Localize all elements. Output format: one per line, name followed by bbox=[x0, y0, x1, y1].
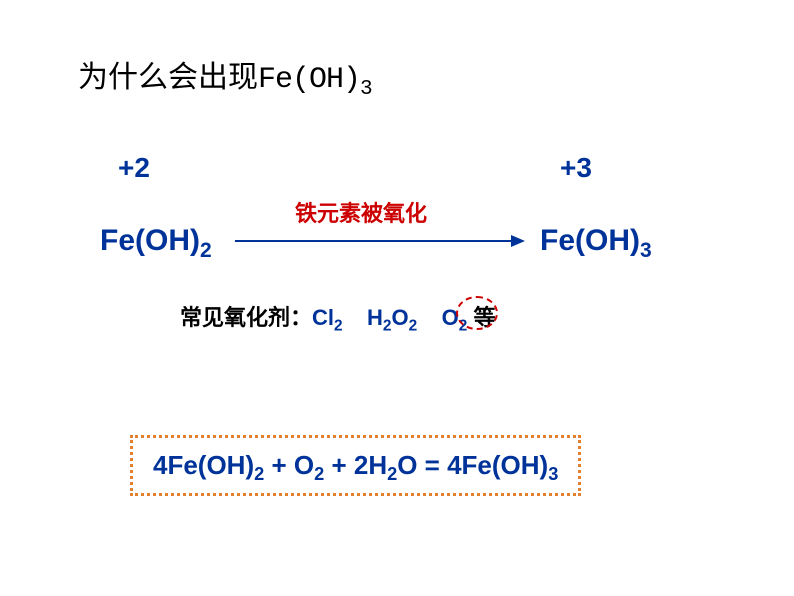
oxidizers-line: 常见氧化剂：Cl2 H2O2 O2 等 bbox=[180, 300, 495, 332]
slide-title: 为什么会出现Fe(OH)3 bbox=[78, 52, 372, 97]
reactant-formula: Fe(OH)2 bbox=[100, 224, 212, 258]
reaction-arrow-head bbox=[511, 235, 525, 247]
oxidation-state-left: +2 bbox=[118, 152, 150, 184]
oxidizer-1: H2O2 bbox=[367, 305, 417, 330]
arrow-label: 铁元素被氧化 bbox=[295, 196, 427, 228]
reaction-arrow-line bbox=[235, 240, 513, 242]
title-prefix: 为什么会出现 bbox=[78, 61, 258, 94]
highlight-circle bbox=[456, 296, 498, 330]
oxidizer-0: Cl2 bbox=[312, 305, 343, 330]
product-sub: 3 bbox=[640, 239, 652, 262]
reactant-base: Fe(OH) bbox=[100, 224, 200, 257]
product-base: Fe(OH) bbox=[540, 224, 640, 257]
equation-box: 4Fe(OH)2 + O2 + 2H2O = 4Fe(OH)3 bbox=[130, 435, 581, 496]
balanced-equation: 4Fe(OH)2 + O2 + 2H2O = 4Fe(OH)3 bbox=[153, 450, 558, 481]
product-formula: Fe(OH)3 bbox=[540, 224, 652, 258]
oxidizers-label: 常见氧化剂： bbox=[180, 305, 312, 330]
reactant-sub: 2 bbox=[200, 239, 212, 262]
title-formula-sub: 3 bbox=[360, 78, 372, 101]
oxidation-state-right: +3 bbox=[560, 152, 592, 184]
title-formula-base: Fe(OH) bbox=[258, 63, 360, 97]
